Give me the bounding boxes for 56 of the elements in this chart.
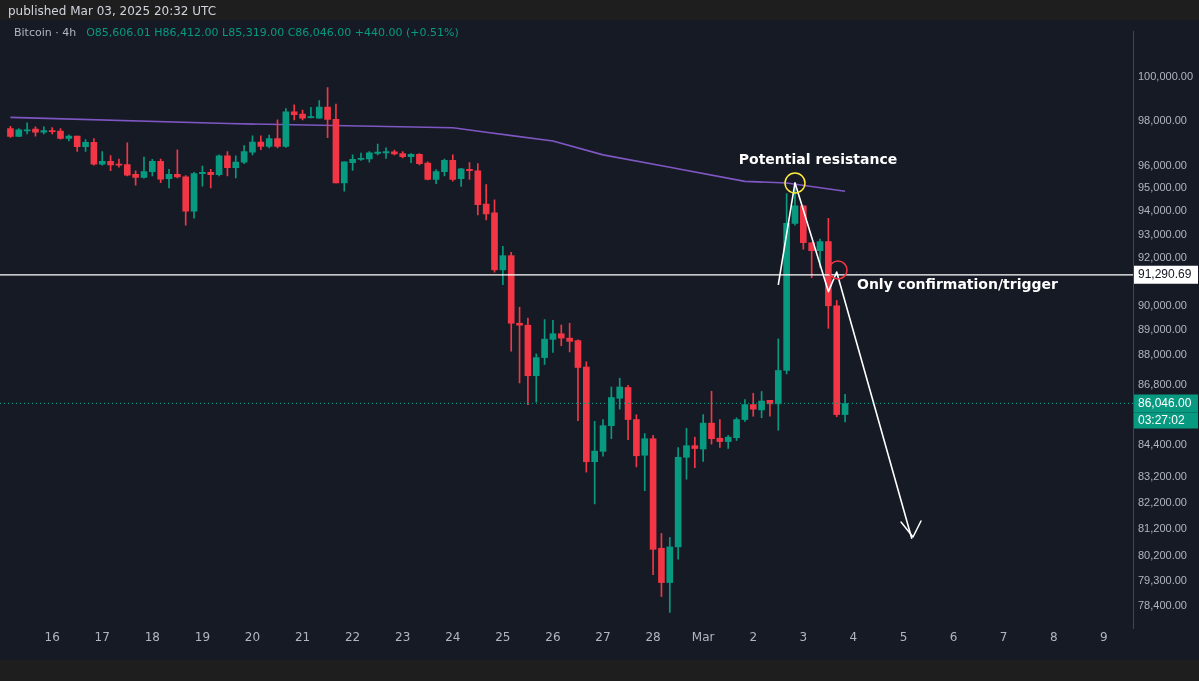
x-tick-label: 21	[294, 630, 311, 645]
y-tick-label: 94,000.00	[1138, 204, 1187, 217]
y-tick-label: 98,000.00	[1138, 113, 1187, 126]
candlestick	[307, 107, 315, 119]
y-tick-label: 96,000.00	[1138, 158, 1187, 171]
chart-title: Bitcoin · 4h	[14, 26, 77, 39]
y-tick-label: 92,000.00	[1138, 251, 1187, 264]
x-tick-label: 4	[849, 630, 858, 645]
x-tick-label: 20	[244, 630, 261, 645]
y-tick-label: 82,200.00	[1138, 495, 1187, 508]
chart-subtitle: published Mar 03, 2025 20:32 UTC	[8, 4, 217, 18]
y-tick-label: 86,800.00	[1138, 377, 1187, 390]
x-tick-label: 5	[899, 630, 908, 645]
x-tick-label: 18	[144, 630, 160, 645]
candlestick	[549, 319, 557, 353]
x-tick-label: 19	[194, 630, 211, 645]
annotation: O85,606.01 H86,412.00 L85,319.00 C86,046.00 +440.00 (+0.51%)	[86, 26, 459, 39]
x-tick-label: 16	[44, 630, 60, 645]
x-tick-label: 23	[395, 630, 411, 645]
y-tick-label: 81,200.00	[1138, 522, 1187, 535]
x-tick-label: 26	[545, 630, 561, 645]
y-tick-label: 78,400.00	[1138, 598, 1187, 611]
text: 03:27:02	[1138, 412, 1186, 427]
annotation: Only confirmation/trigger	[857, 275, 1058, 292]
x-tick-label: 2	[749, 630, 758, 645]
y-tick-label: 90,000.00	[1138, 298, 1187, 311]
y-tick-label: 95,000.00	[1138, 181, 1187, 194]
candlestick	[207, 169, 215, 189]
candlestick	[382, 147, 390, 159]
ref-line-label: 91,290.69	[1138, 267, 1192, 282]
y-tick-label: 89,000.00	[1138, 323, 1187, 336]
x-tick-label: 8	[1049, 630, 1058, 645]
x-tick-label: 9	[1099, 630, 1108, 645]
x-tick-label: 3	[799, 630, 808, 645]
candlestick	[749, 392, 757, 417]
candlestick	[691, 436, 699, 469]
candlestick	[23, 122, 31, 135]
y-tick-label: 93,000.00	[1138, 227, 1187, 240]
y-tick-label: 100,000.00	[1138, 69, 1194, 82]
y-tick-label: 80,200.00	[1138, 549, 1187, 562]
x-tick-label: Mar	[691, 630, 715, 645]
y-tick-label: 84,400.00	[1138, 438, 1187, 451]
candlestick	[357, 152, 365, 161]
y-tick-label: 88,000.00	[1138, 347, 1187, 360]
x-tick-label: 22	[344, 630, 361, 645]
x-tick-label: 27	[595, 630, 611, 645]
y-tick-label: 79,300.00	[1138, 573, 1187, 586]
ref-line-label: 86,046.00	[1138, 395, 1192, 410]
x-tick-label: 28	[645, 630, 661, 645]
x-tick-label: 6	[949, 630, 958, 645]
y-tick-label: 83,200.00	[1138, 469, 1187, 482]
x-tick-label: 24	[445, 630, 461, 645]
annotation: Potential resistance	[738, 150, 898, 167]
x-tick-label: 7	[999, 630, 1008, 645]
x-tick-label: 25	[495, 630, 511, 645]
x-tick-label: 17	[94, 630, 110, 645]
